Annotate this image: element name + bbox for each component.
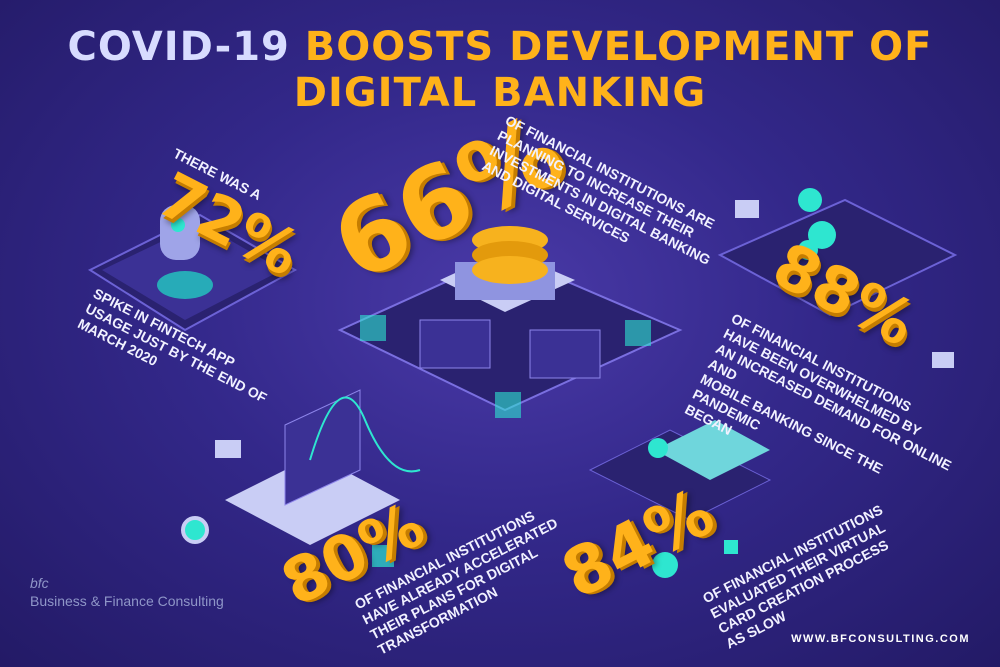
- logo-mark: bfc: [30, 575, 49, 591]
- central-platform-illustration: [337, 226, 683, 418]
- title-part-main: BOOSTS DEVELOPMENT OF DIGITAL BANKING: [293, 24, 933, 116]
- logo-name: Business & Finance Consulting: [30, 593, 224, 609]
- title-part-covid: COVID-19: [67, 24, 290, 70]
- website-url[interactable]: WWW.BFCONSULTING.COM: [791, 633, 970, 645]
- phone-robot-illustration: [87, 205, 298, 332]
- page-title: COVID-19 BOOSTS DEVELOPMENT OF DIGITAL B…: [0, 24, 1000, 116]
- company-logo: bfc Business & Finance Consulting: [30, 575, 224, 609]
- card-illustration: [588, 420, 772, 578]
- laptop-illustration: [181, 389, 421, 567]
- right-phone-illustration: [717, 188, 958, 368]
